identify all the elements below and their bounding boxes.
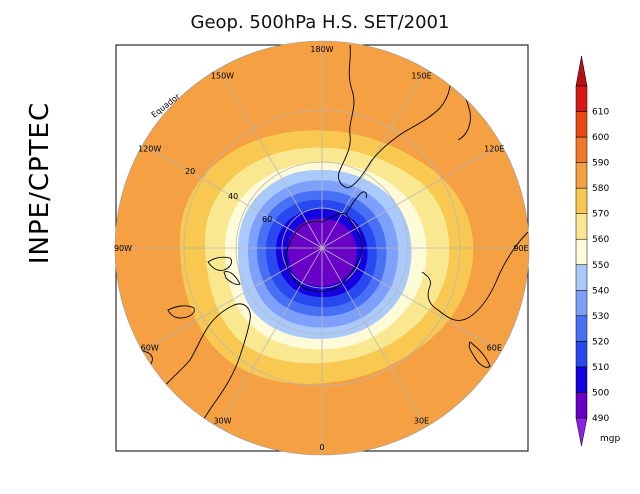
colorbar-label: 570: [592, 210, 609, 220]
colorbar-label: 600: [592, 133, 609, 143]
colorbar-swatch: [575, 238, 588, 265]
longitude-label: 150W: [211, 72, 234, 81]
colorbar-label: 530: [592, 312, 609, 322]
meridian-line: [321, 247, 502, 352]
meridian-line: [218, 247, 323, 428]
longitude-label: 30W: [213, 416, 231, 425]
coast-antarctica: [285, 213, 363, 293]
colorbar-label: 560: [592, 235, 609, 245]
longitude-label: 120E: [484, 145, 504, 154]
coast-south-america: [337, 44, 452, 189]
colorbar-swatch: [575, 290, 588, 317]
colorbar-swatch: [575, 315, 588, 342]
longitude-label: 180W: [310, 45, 333, 54]
coast-new-zealand-south: [223, 271, 241, 285]
colorbar-label: 520: [592, 337, 609, 347]
lat-label-60: 60: [262, 215, 272, 224]
coast-madagascar: [468, 341, 491, 368]
longitude-label: 90E: [513, 244, 528, 253]
band-490: [288, 218, 357, 287]
colorbar-swatch: [575, 187, 588, 214]
longitude-label: 30E: [414, 416, 429, 425]
colorbar-label: 500: [592, 389, 609, 399]
meridian-line: [218, 68, 323, 249]
map-edge: [114, 40, 530, 456]
units-label: mgp: [600, 434, 620, 444]
colorbar-swatch: [575, 264, 588, 291]
colorbar-label: 510: [592, 363, 609, 373]
colorbar: 490 500 510 520 530 540 550 560 570 580 590 600 610: [575, 55, 609, 447]
meridian-line: [142, 247, 323, 352]
colorbar-bottom-arrow: [575, 417, 588, 447]
colorbar-swatch: [575, 366, 588, 393]
longitude-label: 90W: [114, 244, 132, 253]
colorbar-label: 540: [592, 286, 609, 296]
longitude-label: 60E: [487, 344, 502, 353]
colorbar-swatch: [575, 213, 588, 240]
map-title: Geop. 500hPa H.S. SET/2001: [190, 12, 450, 33]
coast-new-zealand: [207, 256, 233, 271]
lat-label-40: 40: [228, 192, 238, 201]
colorbar-swatch: [575, 392, 588, 419]
meridian-line: [142, 144, 323, 249]
colorbar-swatch: [575, 162, 588, 189]
coast-africa: [421, 231, 529, 321]
meridian-line: [321, 247, 426, 428]
coast-antarctic-peninsula: [345, 191, 367, 215]
coast-papua: [167, 305, 195, 319]
colorbar-swatch: [575, 341, 588, 368]
meridian-line: [321, 144, 502, 249]
colorbar-label: 590: [592, 159, 609, 169]
colorbar-label: 580: [592, 184, 609, 194]
longitude-label: 150E: [411, 72, 431, 81]
colorbar-label: 610: [592, 108, 609, 118]
colorbar-label: 490: [592, 414, 609, 424]
colorbar-swatch: [575, 85, 588, 112]
longitude-label: 120W: [138, 145, 161, 154]
longitude-labels: 90W 60W 30W 0 30E 60E 90E 120E 150E 180W 150W 120W: [114, 45, 529, 452]
longitude-label: 0: [319, 443, 324, 452]
colorbar-label: 550: [592, 261, 609, 271]
colorbar-swatch: [575, 136, 588, 163]
colorbar-swatch: [575, 111, 588, 138]
longitude-label: 60W: [141, 344, 159, 353]
lat-label-20: 20: [185, 167, 195, 176]
colorbar-top-arrow: [575, 55, 588, 87]
